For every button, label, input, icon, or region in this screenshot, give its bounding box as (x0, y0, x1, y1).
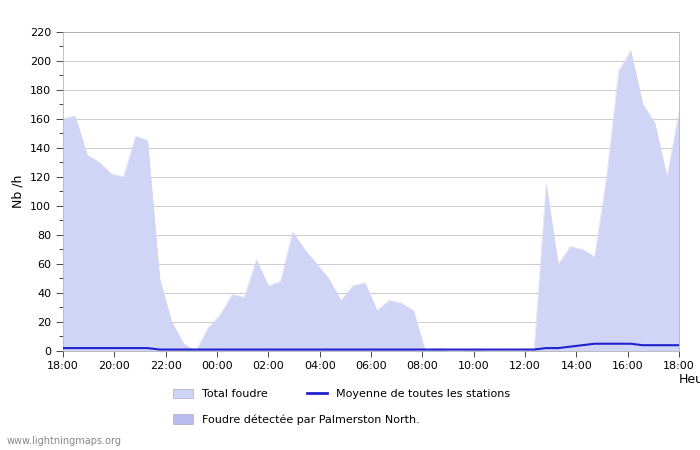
Legend: Foudre détectée par Palmerston North.: Foudre détectée par Palmerston North. (174, 414, 420, 425)
Text: www.lightningmaps.org: www.lightningmaps.org (7, 436, 122, 446)
Y-axis label: Nb /h: Nb /h (11, 175, 25, 208)
Text: Heure: Heure (679, 374, 700, 387)
